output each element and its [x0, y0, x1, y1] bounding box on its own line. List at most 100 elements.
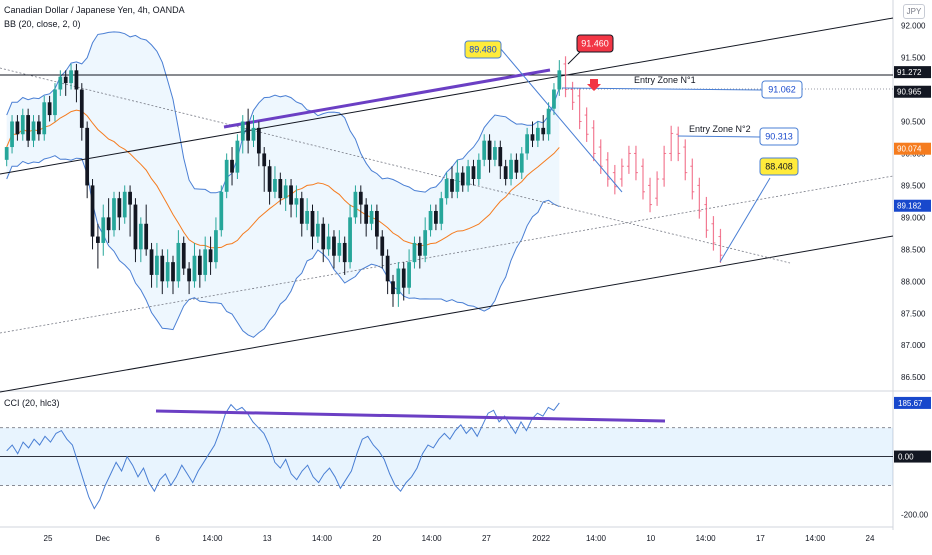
candle-body [294, 198, 299, 205]
candle-body [165, 262, 170, 282]
price-tag-box [894, 85, 931, 98]
callout-88408-box [759, 157, 799, 176]
currency-badge[interactable]: JPY [903, 4, 925, 19]
candle-body [466, 166, 470, 186]
time-tick-label: 20 [372, 534, 381, 543]
candle-body [342, 242, 347, 263]
callout-91460-text: 91.460 [581, 39, 609, 49]
time-tick-label: Dec [96, 534, 110, 543]
candle-body [58, 76, 63, 90]
candle-body [471, 166, 476, 180]
bollinger-band-fill [6, 31, 560, 338]
price-tag-box [894, 199, 931, 212]
price-tick-label: 91.500 [901, 54, 926, 63]
candle-body [246, 121, 251, 141]
candle-body [369, 210, 374, 224]
candle-body [348, 217, 352, 263]
bollinger-basis-line [6, 109, 560, 249]
candle-body [337, 242, 342, 256]
candle-body [434, 210, 438, 224]
channel-lower-line [0, 235, 894, 393]
candle-body [181, 242, 186, 269]
candle-body [519, 153, 524, 173]
time-tick-label: 17 [756, 534, 765, 543]
candle-body [36, 121, 41, 135]
price-tick-label: 87.000 [901, 341, 926, 350]
candle-body [428, 210, 433, 231]
callout-91460-box [576, 34, 614, 53]
time-tick-label: 6 [155, 534, 160, 543]
down-arrow-icon [587, 79, 601, 91]
time-tick-label: 25 [44, 534, 53, 543]
price-tick-label: 87.500 [901, 309, 926, 318]
divergence-cci-line [155, 409, 666, 423]
candles [4, 60, 562, 307]
candle-body [283, 185, 288, 199]
candle-body [315, 223, 320, 237]
callout-89480-text: 89.480 [469, 45, 497, 55]
candle-body [450, 179, 454, 192]
cci-legend: CCI (20, hlc3) [4, 398, 60, 408]
candle-body [144, 223, 149, 250]
time-tick-label: 14:00 [586, 534, 607, 543]
price-tag-box [894, 142, 931, 155]
time-axis: 25 Dec 6 14:00 13 14:00 20 14:00 27 2022 14:00 10 14… [44, 534, 875, 543]
price-tags: 91.272 90.965 90.074 89.182 [894, 66, 931, 212]
candle-body [149, 249, 154, 275]
price-tag-text: 90.074 [897, 145, 922, 154]
candle-body [514, 159, 519, 173]
price-tick-label: 88.000 [901, 277, 926, 286]
candle-body [375, 210, 379, 237]
candle-body [289, 185, 293, 205]
candle-body [117, 198, 122, 218]
candle-body [530, 134, 535, 141]
candle-body [53, 89, 57, 116]
candle-body [96, 236, 100, 243]
candle-body [20, 115, 25, 135]
candle-body [176, 242, 181, 282]
candle-body [160, 255, 165, 282]
candle-body [31, 121, 36, 141]
candle-body [230, 159, 234, 173]
candle-body [299, 198, 304, 224]
candle-body [535, 127, 540, 141]
candle-body [396, 268, 401, 295]
candle-body [552, 89, 556, 109]
callout-90313-text: 90.313 [765, 132, 793, 142]
candle-body [321, 223, 326, 250]
candle-body [423, 230, 428, 256]
time-tick-label: 24 [866, 534, 875, 543]
candle-body [240, 121, 245, 141]
candle-body [273, 179, 277, 192]
candle-body [26, 115, 31, 141]
bollinger-upper-line [6, 31, 560, 194]
candle-body [187, 268, 191, 282]
candle-body [101, 217, 106, 243]
candle-body [267, 166, 272, 192]
candle-body [42, 102, 47, 135]
candle-body [235, 140, 240, 173]
projection-bars [563, 56, 723, 263]
candle-body [401, 268, 406, 288]
candle-body [155, 255, 159, 275]
candle-body [412, 242, 417, 263]
price-tick-label: 89.000 [901, 213, 926, 222]
price-tick-label: 92.000 [901, 22, 926, 31]
cci-tag-box [894, 450, 931, 463]
cci-tag-text: 185.67 [898, 399, 923, 408]
time-tick-label: 13 [263, 534, 272, 543]
price-tick-label: 89.500 [901, 181, 926, 190]
candle-body [305, 210, 310, 224]
channel-mid-line [0, 175, 894, 334]
candle-body [63, 76, 68, 84]
divergence-price-line [223, 68, 551, 129]
candle-body [557, 70, 562, 90]
candle-body [251, 127, 256, 141]
candle-body [106, 217, 111, 231]
candle-body [112, 198, 116, 231]
candle-body [407, 262, 411, 288]
candle-body [503, 166, 508, 180]
candle-body [278, 179, 283, 199]
cci-tick-label: -200.00 [901, 510, 929, 519]
